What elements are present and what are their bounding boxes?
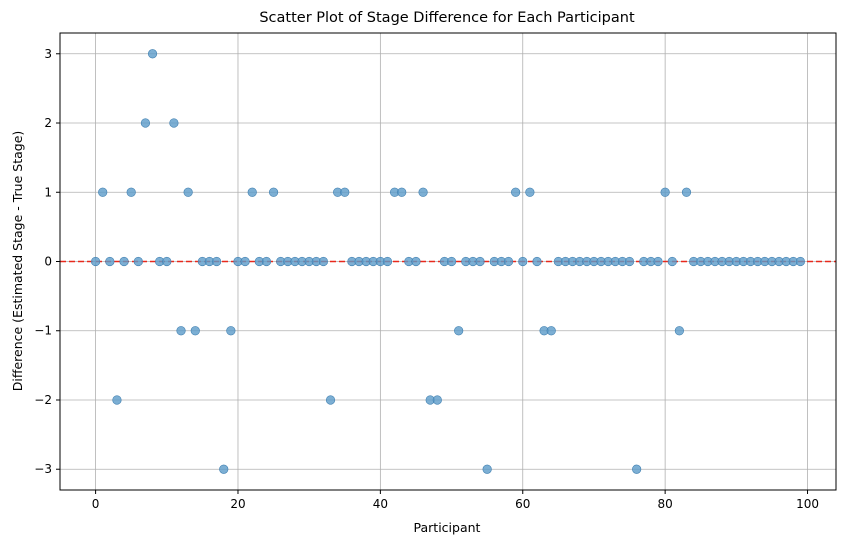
data-point xyxy=(340,187,350,197)
data-point xyxy=(226,326,236,336)
data-point xyxy=(454,326,464,336)
y-axis-label: Difference (Estimated Stage - True Stage… xyxy=(10,131,25,392)
data-point xyxy=(418,187,428,197)
data-point xyxy=(318,256,329,267)
data-point xyxy=(176,326,186,336)
y-tick-label: −1 xyxy=(34,324,52,338)
y-tick-label: 0 xyxy=(44,255,52,269)
data-point xyxy=(525,187,535,197)
y-axis-ticks: −3 −2 −1 0 1 2 3 xyxy=(34,47,60,476)
data-point xyxy=(674,326,684,336)
data-point xyxy=(660,187,670,197)
data-point xyxy=(503,256,514,267)
x-tick-label: 40 xyxy=(373,497,388,511)
y-tick-label: 2 xyxy=(44,116,52,130)
y-tick-label: −3 xyxy=(34,462,52,476)
data-point xyxy=(325,395,336,405)
data-point xyxy=(681,187,692,197)
data-point xyxy=(190,326,200,336)
data-point xyxy=(183,187,193,197)
data-point xyxy=(382,256,393,267)
data-point xyxy=(482,464,492,474)
x-tick-label: 0 xyxy=(92,497,100,511)
data-point xyxy=(219,464,229,474)
x-tick-label: 80 xyxy=(657,497,672,511)
data-point xyxy=(169,118,179,128)
data-point xyxy=(475,256,485,267)
data-point xyxy=(147,49,158,59)
x-tick-label: 100 xyxy=(796,497,819,511)
data-point xyxy=(653,256,663,267)
data-point xyxy=(397,187,407,197)
data-point xyxy=(133,256,143,267)
data-point xyxy=(105,256,115,267)
data-point xyxy=(411,256,421,267)
data-point xyxy=(140,118,151,128)
x-tick-label: 20 xyxy=(230,497,245,511)
y-tick-label: −2 xyxy=(34,393,52,407)
data-point xyxy=(511,187,521,197)
data-point xyxy=(98,187,108,197)
data-point xyxy=(546,326,556,336)
data-point xyxy=(432,395,442,405)
data-point xyxy=(90,256,101,267)
chart-title: Scatter Plot of Stage Difference for Eac… xyxy=(259,10,635,26)
data-point xyxy=(532,256,542,267)
data-point xyxy=(795,256,806,267)
data-point xyxy=(240,256,250,267)
data-point xyxy=(518,256,528,267)
data-point xyxy=(247,187,257,197)
x-tick-label: 60 xyxy=(515,497,530,511)
data-point xyxy=(632,464,642,474)
data-point xyxy=(212,256,222,267)
y-tick-label: 1 xyxy=(44,185,52,199)
data-point xyxy=(119,256,129,267)
data-point xyxy=(624,256,635,267)
data-point xyxy=(162,256,172,267)
data-point xyxy=(112,395,122,405)
y-tick-label: 3 xyxy=(44,47,52,61)
data-point xyxy=(446,256,457,267)
x-axis-ticks: 0 20 40 60 80 100 xyxy=(92,490,819,511)
data-points xyxy=(90,49,806,474)
data-point xyxy=(126,187,136,197)
data-point xyxy=(268,187,279,197)
x-axis-label: Participant xyxy=(414,520,481,535)
data-point xyxy=(261,256,272,267)
data-point xyxy=(667,256,677,267)
